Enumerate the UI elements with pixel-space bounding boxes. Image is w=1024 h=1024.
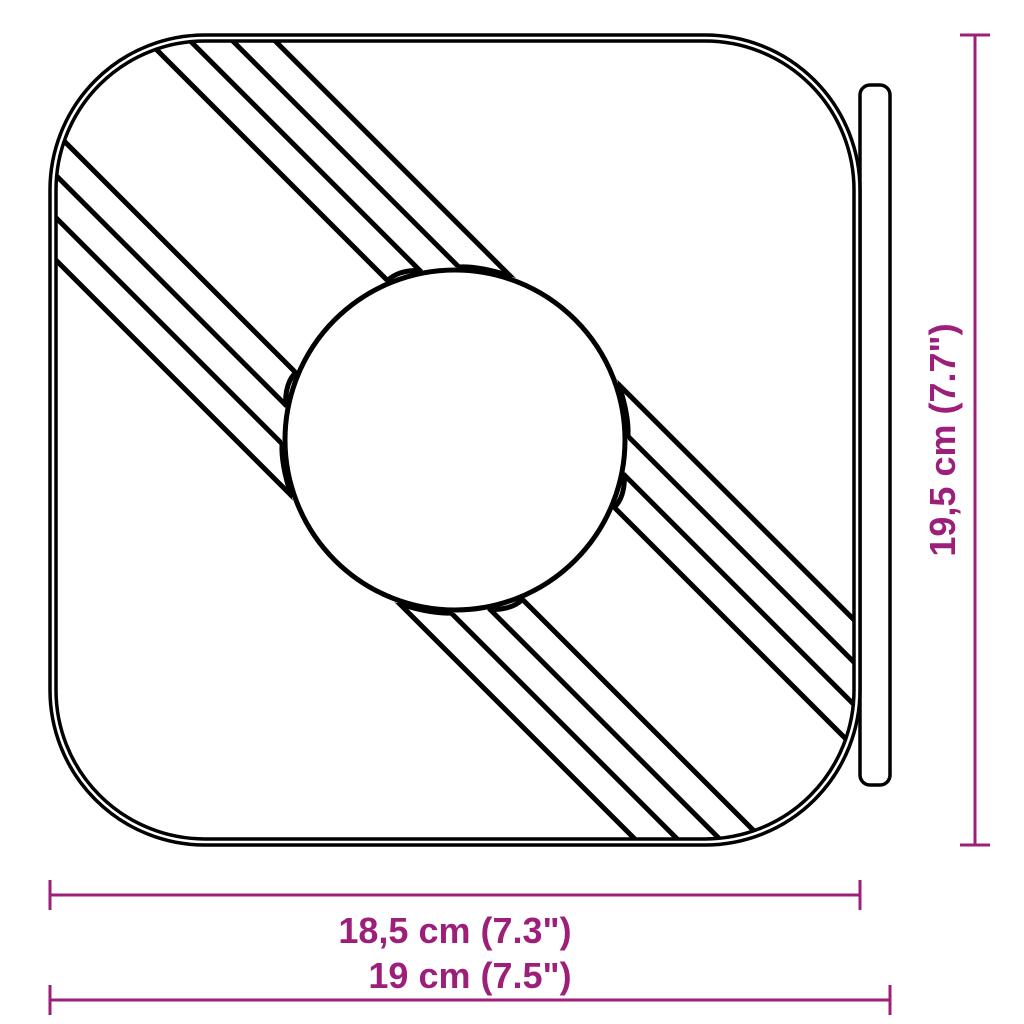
product-tab — [860, 85, 890, 785]
dimension-label-width-inner: 18,5 cm (7.3") — [338, 910, 571, 951]
dimension-line-horizontal — [50, 880, 860, 910]
product-outline-outer — [50, 35, 860, 845]
dimension-label-height: 19,5 cm (7.7") — [922, 323, 963, 556]
dimension-line-vertical — [960, 35, 990, 845]
dimension-label-width-outer: 19 cm (7.5") — [368, 955, 571, 996]
